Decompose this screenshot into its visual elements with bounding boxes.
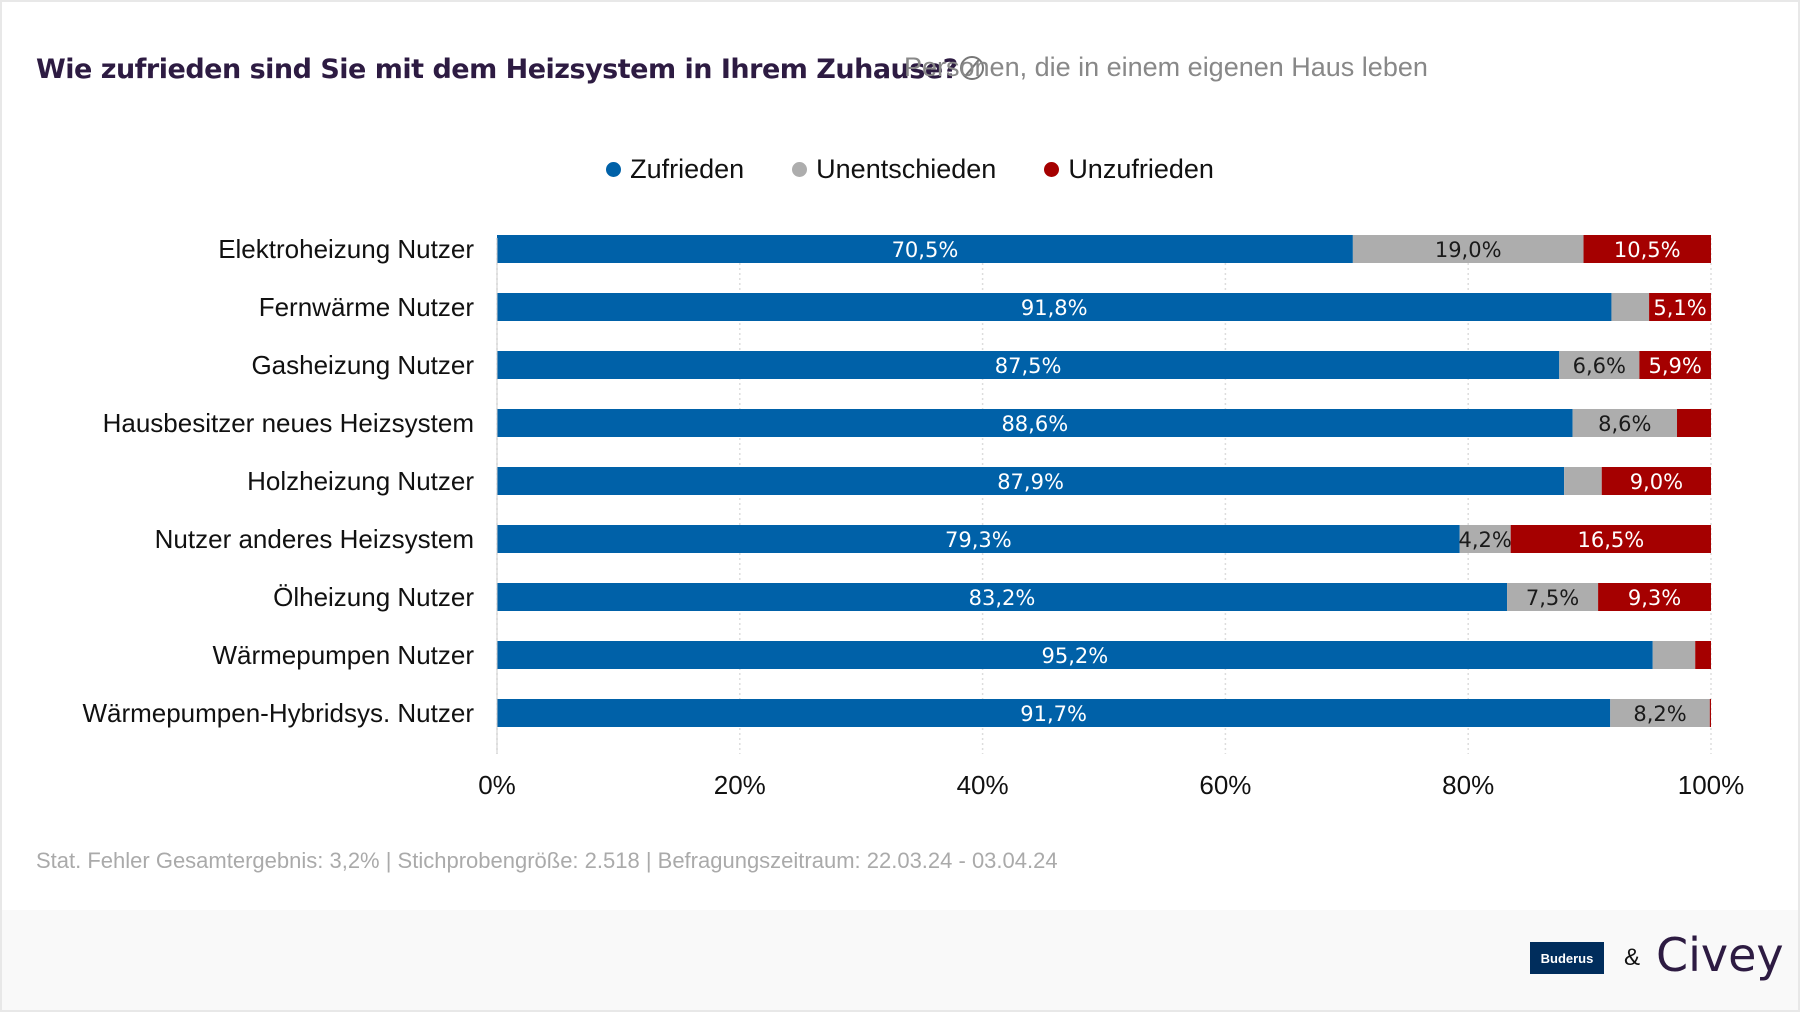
data-label: 7,5%: [1526, 586, 1579, 610]
x-tick-label: 80%: [1442, 770, 1494, 800]
category-label: Holzheizung Nutzer: [247, 466, 474, 496]
bar-segment: [497, 467, 1565, 495]
bar-segment: [497, 293, 1612, 321]
category-label: Fernwärme Nutzer: [259, 292, 475, 322]
bar-segment: [1611, 293, 1650, 321]
bar-chart: 0% 20% 40% 60% 80% 100% Elektroheizung Nutzer 7…: [82, 234, 1745, 800]
bar-segment: [1598, 583, 1711, 611]
category-label: Nutzer anderes Heizsystem: [155, 524, 474, 554]
category-label: Ölheizung Nutzer: [273, 582, 474, 612]
category-label: Wärmepumpen Nutzer: [212, 640, 474, 670]
category-label: Gasheizung Nutzer: [251, 350, 474, 380]
chart-title: Wie zufrieden sind Sie mit dem Heizsyste…: [36, 54, 984, 85]
legend-dot-icon: [606, 162, 622, 177]
bar-segment: [1564, 467, 1602, 495]
bar-segment: [497, 235, 1353, 263]
x-tick-label: 60%: [1199, 770, 1251, 800]
category-label: Hausbesitzer neues Heizsystem: [103, 408, 474, 438]
bar-segment: [1507, 583, 1599, 611]
data-label: 10,5%: [1614, 238, 1681, 262]
buderus-logo: Buderus: [1530, 942, 1604, 974]
legend-label: Unentschieden: [816, 154, 997, 184]
footer-note: Stat. Fehler Gesamtergebnis: 3,2% | Stic…: [36, 848, 1058, 873]
data-label: 70,5%: [892, 238, 959, 262]
x-tick-label: 20%: [714, 770, 766, 800]
x-tick-label: 0%: [478, 770, 516, 800]
bar-segment: [1649, 293, 1711, 321]
bar-segment: [1583, 235, 1711, 263]
bar-segment: [497, 583, 1508, 611]
data-label: 5,9%: [1649, 354, 1702, 378]
bar-segment: [1695, 641, 1711, 669]
data-label: 87,5%: [995, 354, 1062, 378]
legend: Zufrieden Unentschieden Unzufrieden: [2, 154, 1798, 185]
data-label: 95,2%: [1042, 644, 1109, 668]
data-label: 8,2%: [1633, 702, 1686, 726]
bar-segment: [497, 409, 1573, 437]
category-label: Wärmepumpen-Hybridsys. Nutzer: [82, 698, 474, 728]
data-label: 79,3%: [945, 528, 1012, 552]
bar-segment: [1610, 699, 1710, 727]
x-tick-label: 100%: [1678, 770, 1745, 800]
data-label: 16,5%: [1577, 528, 1644, 552]
bar-segment: [1510, 525, 1711, 553]
data-label: 83,2%: [969, 586, 1036, 610]
bar-segment: [497, 699, 1611, 727]
legend-dot-icon: [1044, 162, 1060, 177]
bar-segment: [1601, 467, 1711, 495]
data-label: 8,6%: [1598, 412, 1651, 436]
data-label: 9,0%: [1630, 470, 1683, 494]
legend-item[interactable]: Unzufrieden: [1044, 154, 1214, 185]
data-label: 88,6%: [1001, 412, 1068, 436]
civey-logo: Civey: [1656, 928, 1784, 982]
bar-segment: [1352, 235, 1584, 263]
legend-item[interactable]: Unentschieden: [792, 154, 996, 185]
no-filter-icon[interactable]: [959, 56, 984, 80]
bar-segment: [497, 351, 1560, 379]
data-label: 91,8%: [1021, 296, 1088, 320]
bar-segment: [497, 525, 1460, 553]
category-label: Elektroheizung Nutzer: [218, 234, 474, 264]
bar-segment: [1677, 409, 1711, 437]
legend-item[interactable]: Zufrieden: [606, 154, 744, 185]
data-label: 91,7%: [1020, 702, 1087, 726]
bar-segment: [1639, 351, 1711, 379]
bar-segment: [1572, 409, 1678, 437]
data-label: 5,1%: [1653, 296, 1706, 320]
bar-segment: [1559, 351, 1640, 379]
data-label: 9,3%: [1628, 586, 1681, 610]
legend-dot-icon: [792, 162, 808, 177]
chart-subtitle: Personen, die in einem eigenen Haus lebe…: [904, 52, 1428, 82]
footer-bar: [2, 910, 1798, 1010]
bar-segment: [1709, 699, 1711, 727]
bar-segment: [1652, 641, 1696, 669]
data-label: 4,2%: [1459, 528, 1512, 552]
legend-label: Unzufrieden: [1068, 154, 1214, 184]
bar-segment: [1459, 525, 1511, 553]
data-label: 87,9%: [997, 470, 1064, 494]
data-label: 19,0%: [1435, 238, 1502, 262]
data-label: 6,6%: [1573, 354, 1626, 378]
bar-segment: [497, 641, 1653, 669]
legend-label: Zufrieden: [630, 154, 745, 184]
x-tick-label: 40%: [957, 770, 1009, 800]
logo-separator: &: [1624, 944, 1641, 971]
